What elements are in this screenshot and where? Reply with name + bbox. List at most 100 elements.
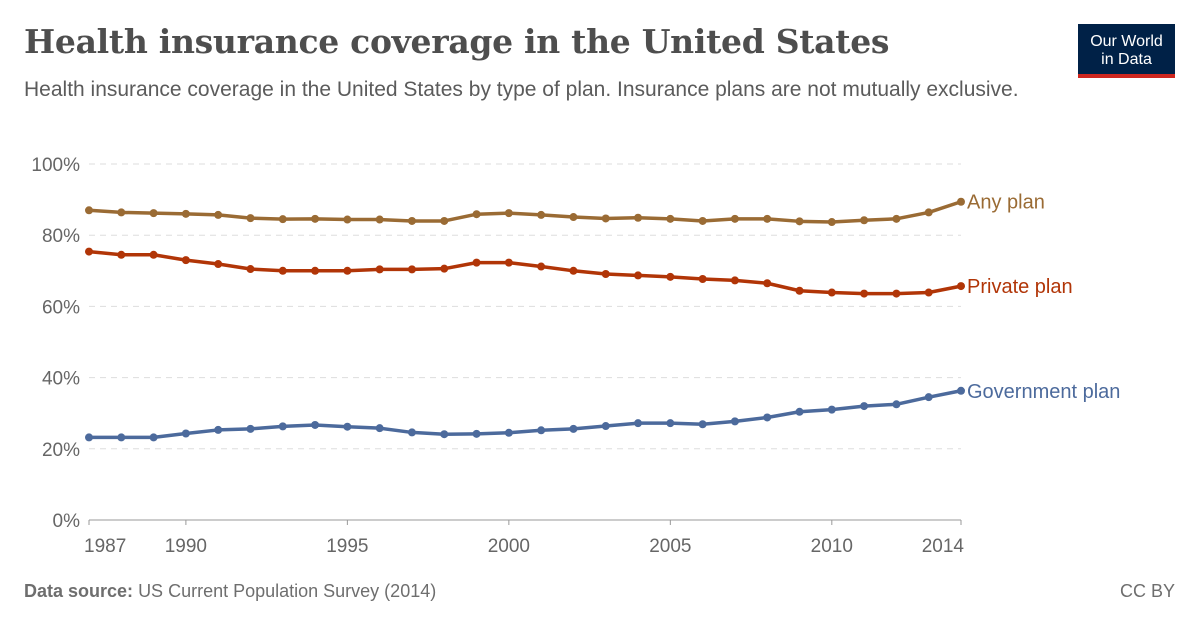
any-plan-point xyxy=(957,197,965,206)
government-plan-point xyxy=(472,429,481,438)
any-plan-point xyxy=(214,210,223,219)
any-plan-point xyxy=(504,209,513,218)
private-plan-point xyxy=(601,270,610,279)
private-plan-point xyxy=(666,272,675,281)
x-tick-label: 2010 xyxy=(811,536,853,557)
government-plan-point xyxy=(440,430,449,439)
government-plan-point xyxy=(343,422,352,431)
private-plan-point xyxy=(795,286,804,295)
private-plan-point xyxy=(730,276,739,285)
data-source: Data source: US Current Population Surve… xyxy=(24,581,436,602)
any-plan-point xyxy=(311,214,320,223)
private-plan-line xyxy=(88,249,962,296)
government-plan-point xyxy=(311,420,320,429)
private-plan-point xyxy=(343,266,352,275)
any-plan-point xyxy=(85,206,93,215)
private-plan-label: Private plan xyxy=(967,276,1073,298)
government-plan-point xyxy=(569,424,578,433)
government-plan-point xyxy=(957,386,965,395)
government-plan-point xyxy=(795,407,804,416)
private-plan-point xyxy=(278,266,287,275)
any-plan-point xyxy=(795,217,804,226)
any-plan-point xyxy=(537,210,546,219)
source-label: Data source: xyxy=(24,581,134,601)
any-plan-point xyxy=(407,216,416,225)
government-plan-point xyxy=(246,424,255,433)
private-plan-point xyxy=(763,279,772,288)
x-tick-label: 1995 xyxy=(326,536,368,557)
any-plan-point xyxy=(278,215,287,224)
private-plan-point xyxy=(117,250,126,259)
chart-title: Health insurance coverage in the United … xyxy=(24,22,890,61)
y-tick-label: 100% xyxy=(31,155,80,176)
x-tick-label: 1987 xyxy=(84,536,126,557)
government-plan-point xyxy=(117,433,126,442)
government-plan-point xyxy=(537,426,546,435)
x-tick-label: 2000 xyxy=(488,536,530,557)
government-plan-point xyxy=(601,422,610,431)
private-plan-point xyxy=(149,250,158,259)
logo-line1: Our World xyxy=(1090,33,1163,50)
y-tick-label: 40% xyxy=(42,369,80,390)
government-plan-point xyxy=(181,429,190,438)
private-plan-point xyxy=(407,265,416,274)
government-plan-point xyxy=(375,424,384,433)
government-plan-point xyxy=(278,422,287,431)
private-plan-point xyxy=(85,247,93,256)
any-plan-line xyxy=(88,200,962,224)
any-plan-point xyxy=(666,214,675,223)
government-plan-point xyxy=(892,400,901,409)
any-plan-point xyxy=(827,218,836,227)
government-plan-point xyxy=(924,393,933,402)
any-plan-point xyxy=(246,214,255,223)
any-plan-point xyxy=(569,213,578,222)
private-plan-point xyxy=(246,265,255,274)
any-plan-point xyxy=(117,208,126,217)
government-plan-point xyxy=(860,402,869,411)
y-tick-label: 80% xyxy=(42,226,80,247)
private-plan-point xyxy=(440,264,449,273)
source-text: US Current Population Survey (2014) xyxy=(138,581,437,601)
government-plan-line xyxy=(89,389,962,440)
any-plan-point xyxy=(892,214,901,223)
any-plan-point xyxy=(472,210,481,219)
private-plan-point xyxy=(181,256,190,265)
private-plan-point xyxy=(892,289,901,298)
any-plan-point xyxy=(440,216,449,225)
private-plan-point xyxy=(569,266,578,275)
any-plan-point xyxy=(149,209,158,218)
private-plan-point xyxy=(924,288,933,297)
any-plan-point xyxy=(375,215,384,224)
license[interactable]: CC BY xyxy=(1119,581,1175,601)
any-plan-point xyxy=(698,216,707,225)
owid-logo[interactable]: Our World in Data xyxy=(1078,24,1175,78)
x-tick-label: 2005 xyxy=(649,536,691,557)
any-plan-point xyxy=(601,214,610,223)
private-plan-point xyxy=(214,260,223,269)
government-plan-point xyxy=(730,417,739,426)
x-tick-label: 2014 xyxy=(922,536,965,557)
any-plan-point xyxy=(763,214,772,223)
private-plan-point xyxy=(957,282,965,291)
government-plan-point xyxy=(407,428,416,437)
chart-subtitle: Health insurance coverage in the United … xyxy=(24,78,1019,101)
logo-line2: in Data xyxy=(1101,51,1152,68)
private-plan-point xyxy=(537,262,546,271)
private-plan-point xyxy=(698,274,707,283)
any-plan-point xyxy=(181,209,190,218)
private-plan-point xyxy=(504,258,513,267)
government-plan-point xyxy=(85,433,93,442)
any-plan-label: Any plan xyxy=(967,192,1045,214)
private-plan-point xyxy=(375,265,384,274)
any-plan-point xyxy=(924,208,933,217)
y-tick-label: 20% xyxy=(42,440,80,461)
any-plan-point xyxy=(730,214,739,223)
government-plan-point xyxy=(149,433,158,442)
private-plan-point xyxy=(634,271,643,280)
private-plan-point xyxy=(827,288,836,297)
any-plan-point xyxy=(860,216,869,225)
government-plan-point xyxy=(763,413,772,422)
any-plan-point xyxy=(343,215,352,224)
